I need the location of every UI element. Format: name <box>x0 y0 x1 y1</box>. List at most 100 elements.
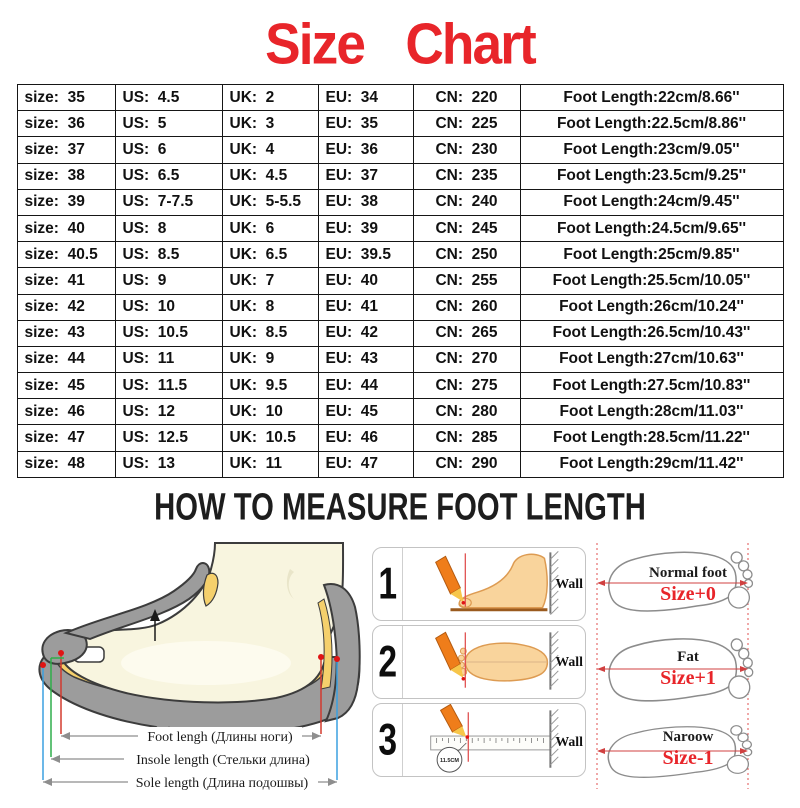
table-cell: Foot Length:23.5cm/9.25'' <box>519 162 784 190</box>
wall-hatch <box>549 708 559 768</box>
table-cell: EU: 46 <box>317 424 414 452</box>
table-cell: US: 11.5 <box>114 372 223 400</box>
table-cell: UK: 3 <box>221 110 319 138</box>
pencil-icon <box>435 631 466 681</box>
table-row: size: 48 US: 13 UK: 11 EU: 47 CN: 290 Foot Le… <box>16 450 784 479</box>
leg-crease <box>286 569 294 599</box>
measure-section: Foot lengh (Длины ноги) Insole length (С… <box>0 541 800 793</box>
measure-heading: HOW TO MEASURE FOOT LENGTH <box>154 485 646 529</box>
table-cell: US: 12 <box>114 398 223 426</box>
table-cell: CN: 260 <box>412 293 521 321</box>
table-cell: size: 40.5 <box>16 241 116 269</box>
table-cell: US: 13 <box>114 450 223 479</box>
table-cell: EU: 44 <box>317 372 414 400</box>
foot-narrow <box>605 720 753 783</box>
wall-hatch <box>549 630 559 690</box>
table-cell: UK: 6 <box>221 214 319 243</box>
table-cell: EU: 39.5 <box>317 241 414 269</box>
table-cell: CN: 280 <box>412 398 521 426</box>
foot-type-size: Size+0 <box>660 583 716 605</box>
pencil-icon <box>435 555 466 605</box>
table-cell: CN: 285 <box>412 424 521 452</box>
foot-type-name: Naroow <box>662 729 714 745</box>
sole-length-label: Sole length (Длина подошвы) <box>136 776 309 791</box>
table-cell: Foot Length:29cm/11.42'' <box>519 450 784 479</box>
table-cell: EU: 41 <box>317 293 414 321</box>
measure-steps: 1 <box>372 547 586 781</box>
foot-type-size: Size-1 <box>662 747 714 769</box>
table-cell: US: 9 <box>114 267 223 295</box>
table-cell: size: 42 <box>16 293 116 321</box>
table-cell: Foot Length:22.5cm/8.86'' <box>519 110 784 138</box>
table-cell: Foot Length:27cm/10.63'' <box>519 345 784 374</box>
table-cell: size: 43 <box>16 319 116 347</box>
table-cell: US: 6 <box>114 136 223 164</box>
table-row: size: 36 US: 5 UK: 3 EU: 35 CN: 225 Foot Leng… <box>16 110 784 138</box>
table-row: size: 40.5 US: 8.5 UK: 6.5 EU: 39.5 CN: 250 F… <box>16 241 784 269</box>
table-cell: US: 10.5 <box>114 319 223 347</box>
table-cell: size: 44 <box>16 345 116 374</box>
collar-padding <box>202 572 219 607</box>
foot-normal <box>605 545 754 617</box>
table-cell: UK: 11 <box>221 450 319 479</box>
table-cell: US: 12.5 <box>114 424 223 452</box>
wall-label: Wall <box>555 654 583 669</box>
wall-hatch <box>549 551 559 616</box>
table-row: size: 39 US: 7-7.5 UK: 5-5.5 EU: 38 CN: 240 F… <box>16 188 784 216</box>
size-table-body: size: 35 US: 4.5 UK: 2 EU: 34 CN: 220 Foot Le… <box>16 83 784 479</box>
table-cell: size: 36 <box>16 110 116 138</box>
foot-arrow <box>597 748 748 754</box>
foot-type-size: Size+1 <box>660 667 716 689</box>
table-cell: US: 4.5 <box>114 83 223 112</box>
table-cell: US: 8 <box>114 214 223 243</box>
table-cell: UK: 6.5 <box>221 241 319 269</box>
table-cell: CN: 290 <box>412 450 521 479</box>
table-cell: size: 47 <box>16 424 116 452</box>
table-cell: Foot Length:26cm/10.24'' <box>519 293 784 321</box>
table-cell: UK: 7 <box>221 267 319 295</box>
table-cell: CN: 250 <box>412 241 521 269</box>
table-cell: US: 11 <box>114 345 223 374</box>
table-row: size: 38 US: 6.5 UK: 4.5 EU: 37 CN: 235 Foot … <box>16 162 784 190</box>
foot-side-view <box>458 553 548 609</box>
table-cell: Foot Length:28cm/11.03'' <box>519 398 784 426</box>
step-panel-3: 3 <box>372 703 586 777</box>
table-cell: Foot Length:25cm/9.85'' <box>519 241 784 269</box>
page-title: Size Chart <box>265 11 537 76</box>
table-cell: EU: 43 <box>317 345 414 374</box>
foot-type-name: Normal foot <box>649 565 727 581</box>
table-cell: UK: 10 <box>221 398 319 426</box>
table-cell: Foot Length:25.5cm/10.05'' <box>519 267 784 295</box>
table-cell: CN: 265 <box>412 319 521 347</box>
wall-label: Wall <box>555 576 583 591</box>
table-cell: Foot Length:22cm/8.66'' <box>519 83 784 112</box>
table-cell: EU: 36 <box>317 136 414 164</box>
step-panel-2: 2 <box>372 625 586 699</box>
table-cell: EU: 39 <box>317 214 414 243</box>
step-panel-1: 1 <box>372 547 586 621</box>
pencil-icon <box>439 704 470 739</box>
ruler-ticks <box>436 738 544 743</box>
table-cell: CN: 255 <box>412 267 521 295</box>
dim-foot-length: Foot lengh (Длины ноги) <box>61 727 321 745</box>
dim-sole-length: Sole length (Длина подошвы) <box>43 773 337 791</box>
table-cell: Foot Length:23cm/9.05'' <box>519 136 784 164</box>
table-cell: EU: 38 <box>317 188 414 216</box>
table-cell: CN: 230 <box>412 136 521 164</box>
table-row: size: 45 US: 11.5 UK: 9.5 EU: 44 CN: 275 Foot… <box>16 372 784 400</box>
step-number: 2 <box>373 626 403 698</box>
wall-label: Wall <box>555 734 583 749</box>
toe-cap <box>41 629 88 665</box>
table-cell: size: 39 <box>16 188 116 216</box>
table-row: size: 43 US: 10.5 UK: 8.5 EU: 42 CN: 265 Foot… <box>16 319 784 347</box>
table-cell: EU: 35 <box>317 110 414 138</box>
table-cell: US: 10 <box>114 293 223 321</box>
foot-type-name: Fat <box>677 649 699 665</box>
table-cell: EU: 47 <box>317 450 414 479</box>
foot-arrow <box>597 580 748 586</box>
table-cell: EU: 42 <box>317 319 414 347</box>
heel-back <box>322 583 361 723</box>
table-row: size: 46 US: 12 UK: 10 EU: 45 CN: 280 Foot Le… <box>16 398 784 426</box>
table-cell: UK: 9.5 <box>221 372 319 400</box>
table-row: size: 42 US: 10 UK: 8 EU: 41 CN: 260 Foot Len… <box>16 293 784 321</box>
